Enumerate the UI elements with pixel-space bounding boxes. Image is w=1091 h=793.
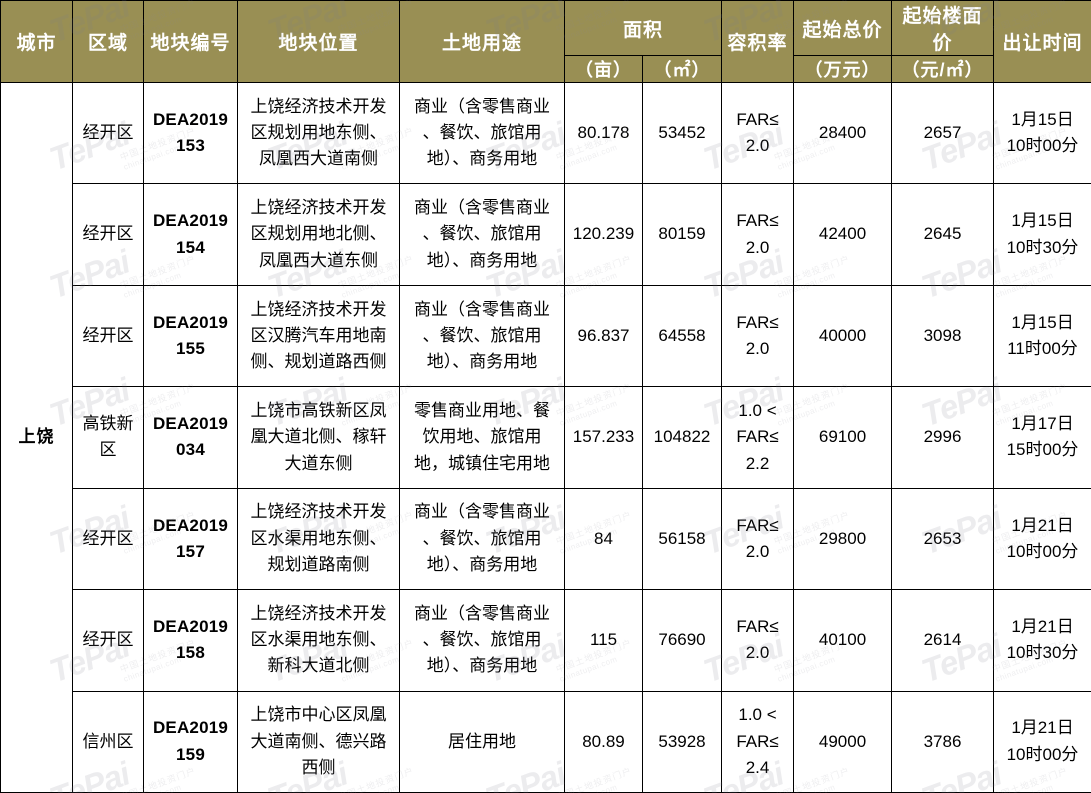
cell-far: FAR≤ 2.0 [721,183,795,286]
cell-start-total-price: 29800 [793,487,893,591]
cell-start-floor-price: 3098 [891,284,995,388]
cell-transfer-time: 1月15日 10时30分 [993,183,1091,286]
cell-parcel-location: 上饶经济技术开发 区汉腾汽车用地南 侧、规划道路西侧 [237,284,400,388]
cell-area: 经开区 [72,487,144,591]
table-row: 经开区 DEA2019 155 上饶经济技术开发 区汉腾汽车用地南 侧、规划道路西侧 商业（… [1,284,1091,388]
cell-transfer-time: 1月15日 10时00分 [993,81,1091,185]
cell-area-mu: 84 [564,487,643,591]
cell-city: 上饶 [0,82,73,793]
cell-parcel-location: 上饶经济技术开发 区水渠用地东侧、 新科大道北侧 [237,589,400,692]
cell-area: 经开区 [72,589,144,692]
cell-start-floor-price: 2653 [891,487,995,591]
cell-far: FAR≤ 2.0 [721,81,795,185]
cell-area-m2: 76690 [641,589,723,692]
cell-area-m2: 53452 [641,81,723,185]
header-area-m2: （㎡） [641,55,723,83]
cell-far: FAR≤ 2.0 [721,589,795,692]
header-city: 城市 [0,0,73,83]
cell-start-total-price: 40100 [793,589,893,692]
cell-area-m2: 104822 [641,386,723,489]
table-header: 城市 区域 地块编号 地块位置 土地用途 面积 容积率 起始总价 起始楼面价 出… [0,0,1091,83]
cell-parcel-location: 上饶经济技术开发 区水渠用地东侧、 规划道路南侧 [237,487,400,591]
cell-area-mu: 157.233 [564,386,643,489]
cell-area-mu: 80.89 [564,690,643,793]
cell-parcel-location: 上饶经济技术开发 区规划用地北侧、 凤凰西大道东侧 [237,183,400,286]
table-row: 高铁新区 DEA2019 034 上饶市高铁新区凤 凰大道北侧、稼轩 大道东侧 零售商业用地… [1,386,1091,489]
header-area: 区域 [72,0,144,83]
cell-transfer-time: 1月21日 10时30分 [993,589,1091,692]
cell-parcel-no: DEA2019 158 [143,589,238,692]
header-land-use: 土地用途 [399,0,565,83]
cell-area-m2: 56158 [641,487,723,591]
cell-start-total-price: 69100 [793,386,893,489]
cell-area-mu: 115 [564,589,643,692]
cell-area: 高铁新区 [72,386,144,489]
cell-far: 1.0 < FAR≤ 2.2 [721,386,795,489]
cell-start-total-price: 49000 [793,690,893,793]
cell-start-floor-price: 2645 [891,183,995,286]
cell-start-floor-price: 2996 [891,386,995,489]
cell-area-m2: 64558 [641,284,723,388]
table-row: 经开区 DEA2019 158 上饶经济技术开发 区水渠用地东侧、 新科大道北侧 商业（含零… [1,589,1091,692]
cell-land-use: 商业（含零售商业 、餐饮、旅馆用 地）、商务用地 [399,81,565,185]
header-parcel-no: 地块编号 [143,0,238,83]
cell-start-floor-price: 2657 [891,81,995,185]
cell-land-use: 零售商业用地、餐 饮用地、旅馆用 地，城镇住宅用地 [399,386,565,489]
cell-area-m2: 80159 [641,183,723,286]
cell-area-mu: 96.837 [564,284,643,388]
cell-far: 1.0 < FAR≤ 2.4 [721,690,795,793]
header-start-total-price: 起始总价 [793,0,893,56]
cell-start-total-price: 40000 [793,284,893,388]
cell-land-use: 商业（含零售商业 、餐饮、旅馆用 地）、商务用地 [399,589,565,692]
cell-land-use: 商业（含零售商业 、餐饮、旅馆用 地）、商务用地 [399,487,565,591]
cell-area-mu: 120.239 [564,183,643,286]
cell-land-use: 居住用地 [399,690,565,793]
cell-start-total-price: 28400 [793,81,893,185]
cell-transfer-time: 1月21日 10时00分 [993,690,1091,793]
cell-parcel-location: 上饶市高铁新区凤 凰大道北侧、稼轩 大道东侧 [237,386,400,489]
cell-far: FAR≤ 2.0 [721,284,795,388]
header-start-floor-price: 起始楼面价 [891,0,995,56]
cell-far: FAR≤ 2.0 [721,487,795,591]
cell-start-total-price: 42400 [793,183,893,286]
cell-transfer-time: 1月17日 15时00分 [993,386,1091,489]
header-row-1: 城市 区域 地块编号 地块位置 土地用途 面积 容积率 起始总价 起始楼面价 出… [0,0,1091,83]
cell-transfer-time: 1月21日 10时00分 [993,487,1091,591]
cell-land-use: 商业（含零售商业 、餐饮、旅馆用 地）、商务用地 [399,183,565,286]
cell-area-m2: 53928 [641,690,723,793]
cell-parcel-no: DEA2019 034 [143,386,238,489]
cell-area: 经开区 [72,81,144,185]
header-area-group: 面积 [563,0,723,56]
header-area-mu: （亩） [564,55,643,83]
table-row: 信州区 DEA2019 159 上饶市中心区凤凰 大道南侧、德兴路 西侧 居住用地 80.89… [1,690,1091,793]
cell-parcel-location: 上饶市中心区凤凰 大道南侧、德兴路 西侧 [237,690,400,793]
header-parcel-location: 地块位置 [237,0,400,83]
table-body: 上饶 经开区 DEA2019 153 上饶经济技术开发 区规划用地东侧、 凤凰西大道南侧 商业… [0,81,1091,793]
cell-parcel-location: 上饶经济技术开发 区规划用地东侧、 凤凰西大道南侧 [237,81,400,185]
cell-start-floor-price: 3786 [891,690,995,793]
cell-parcel-no: DEA2019 154 [143,183,238,286]
header-transfer-time: 出让时间 [993,0,1091,83]
cell-area: 信州区 [72,690,144,793]
cell-area: 经开区 [72,183,144,286]
header-row-2: （亩） （㎡） （万元） （元/㎡） [1,55,1091,83]
header-start-floor-price-unit: （元/㎡） [891,55,995,83]
table-row: 上饶 经开区 DEA2019 153 上饶经济技术开发 区规划用地东侧、 凤凰西大道南侧 商业… [0,81,1091,793]
cell-parcel-no: DEA2019 157 [143,487,238,591]
cell-area-mu: 80.178 [564,81,643,185]
cell-transfer-time: 1月15日 11时00分 [993,284,1091,388]
header-far: 容积率 [721,0,795,83]
cell-area: 经开区 [72,284,144,388]
cell-parcel-no: DEA2019 153 [143,81,238,185]
cell-land-use: 商业（含零售商业 、餐饮、旅馆用 地）、商务用地 [399,284,565,388]
cell-start-floor-price: 2614 [891,589,995,692]
table-row: 经开区 DEA2019 154 上饶经济技术开发 区规划用地北侧、 凤凰西大道东侧 商业（含… [1,183,1091,286]
cell-parcel-no: DEA2019 159 [143,690,238,793]
cell-parcel-no: DEA2019 155 [143,284,238,388]
table-row: 经开区 DEA2019 157 上饶经济技术开发 区水渠用地东侧、 规划道路南侧 商业（含零… [1,487,1091,591]
header-start-total-price-unit: （万元） [793,55,893,83]
